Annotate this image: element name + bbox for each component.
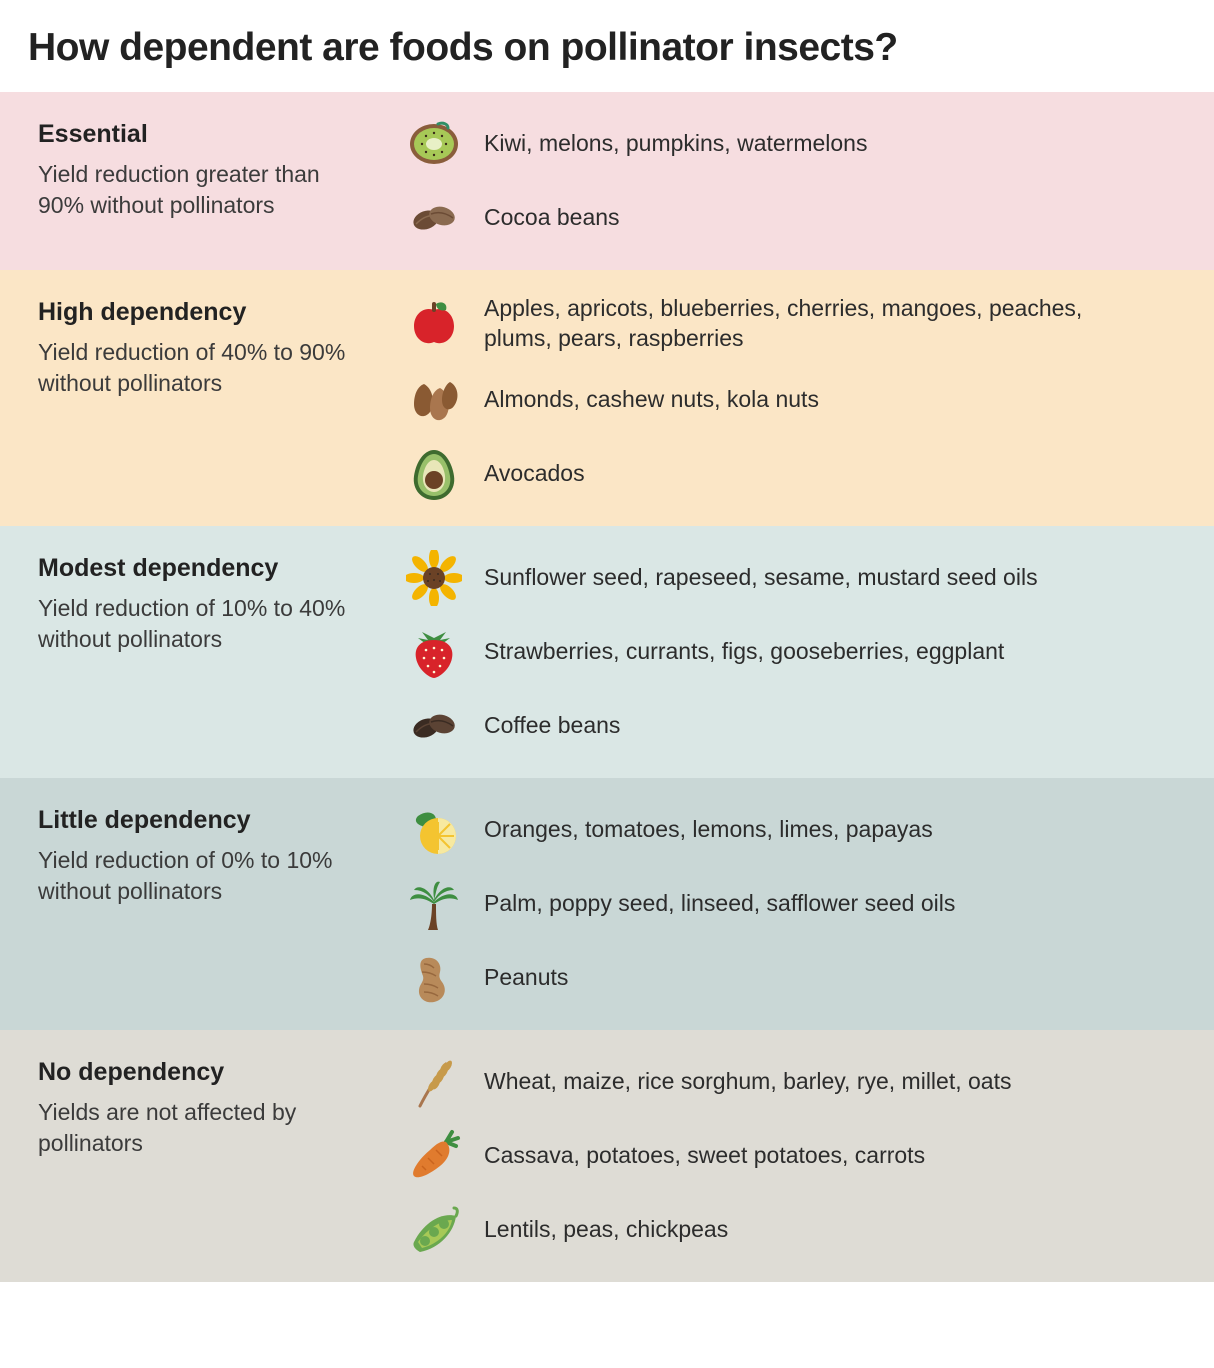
- category-header: Little dependency Yield reduction of 0% t…: [38, 802, 406, 1006]
- food-text: Coffee beans: [484, 711, 620, 741]
- carrot-icon: [406, 1128, 462, 1184]
- food-text: Apples, apricots, blueberries, cherries,…: [484, 294, 1124, 354]
- category-none: No dependency Yields are not affected by …: [0, 1030, 1214, 1282]
- food-row: Kiwi, melons, pumpkins, watermelons: [406, 116, 1186, 172]
- category-header: No dependency Yields are not affected by …: [38, 1054, 406, 1258]
- peanut-icon: [406, 950, 462, 1006]
- food-text: Wheat, maize, rice sorghum, barley, rye,…: [484, 1067, 1011, 1097]
- pea-icon: [406, 1202, 462, 1258]
- category-foods: Wheat, maize, rice sorghum, barley, rye,…: [406, 1054, 1186, 1258]
- food-row: Cassava, potatoes, sweet potatoes, carro…: [406, 1128, 1186, 1184]
- infographic-root: How dependent are foods on pollinator in…: [0, 0, 1214, 1282]
- food-row: Strawberries, currants, figs, gooseberri…: [406, 624, 1186, 680]
- food-text: Kiwi, melons, pumpkins, watermelons: [484, 129, 867, 159]
- food-row: Lentils, peas, chickpeas: [406, 1202, 1186, 1258]
- category-subtitle: Yield reduction of 10% to 40% without po…: [38, 593, 368, 655]
- food-text: Oranges, tomatoes, lemons, limes, papaya…: [484, 815, 933, 845]
- palm-icon: [406, 876, 462, 932]
- kiwi-icon: [406, 116, 462, 172]
- food-row: Cocoa beans: [406, 190, 1186, 246]
- food-text: Peanuts: [484, 963, 568, 993]
- category-title: High dependency: [38, 298, 406, 327]
- category-title: Modest dependency: [38, 554, 406, 583]
- page-title: How dependent are foods on pollinator in…: [0, 0, 1214, 92]
- food-row: Sunflower seed, rapeseed, sesame, mustar…: [406, 550, 1186, 606]
- category-subtitle: Yield reduction of 0% to 10% without pol…: [38, 845, 368, 907]
- food-text: Palm, poppy seed, linseed, safflower see…: [484, 889, 955, 919]
- food-text: Strawberries, currants, figs, gooseberri…: [484, 637, 1004, 667]
- sunflower-icon: [406, 550, 462, 606]
- category-header: Modest dependency Yield reduction of 10% …: [38, 550, 406, 754]
- category-title: Little dependency: [38, 806, 406, 835]
- category-high: High dependency Yield reduction of 40% to…: [0, 270, 1214, 526]
- category-title: No dependency: [38, 1058, 406, 1087]
- almond-icon: [406, 372, 462, 428]
- lemon-icon: [406, 802, 462, 858]
- food-row: Coffee beans: [406, 698, 1186, 754]
- coffee-icon: [406, 698, 462, 754]
- food-row: Apples, apricots, blueberries, cherries,…: [406, 294, 1186, 354]
- category-modest: Modest dependency Yield reduction of 10% …: [0, 526, 1214, 778]
- category-header: Essential Yield reduction greater than 90…: [38, 116, 406, 246]
- category-essential: Essential Yield reduction greater than 90…: [0, 92, 1214, 270]
- cocoa-icon: [406, 190, 462, 246]
- category-foods: Oranges, tomatoes, lemons, limes, papaya…: [406, 802, 1186, 1006]
- category-foods: Apples, apricots, blueberries, cherries,…: [406, 294, 1186, 502]
- strawberry-icon: [406, 624, 462, 680]
- category-subtitle: Yield reduction greater than 90% without…: [38, 159, 368, 221]
- food-text: Sunflower seed, rapeseed, sesame, mustar…: [484, 563, 1038, 593]
- category-header: High dependency Yield reduction of 40% to…: [38, 294, 406, 502]
- food-row: Almonds, cashew nuts, kola nuts: [406, 372, 1186, 428]
- category-subtitle: Yields are not affected by pollinators: [38, 1097, 368, 1159]
- food-row: Avocados: [406, 446, 1186, 502]
- food-row: Palm, poppy seed, linseed, safflower see…: [406, 876, 1186, 932]
- category-foods: Kiwi, melons, pumpkins, watermelons Cocoa…: [406, 116, 1186, 246]
- category-title: Essential: [38, 120, 406, 149]
- avocado-icon: [406, 446, 462, 502]
- food-text: Almonds, cashew nuts, kola nuts: [484, 385, 819, 415]
- apple-icon: [406, 296, 462, 352]
- food-text: Cocoa beans: [484, 203, 620, 233]
- category-subtitle: Yield reduction of 40% to 90% without po…: [38, 337, 368, 399]
- food-row: Oranges, tomatoes, lemons, limes, papaya…: [406, 802, 1186, 858]
- wheat-icon: [406, 1054, 462, 1110]
- food-text: Cassava, potatoes, sweet potatoes, carro…: [484, 1141, 925, 1171]
- food-row: Peanuts: [406, 950, 1186, 1006]
- food-row: Wheat, maize, rice sorghum, barley, rye,…: [406, 1054, 1186, 1110]
- food-text: Avocados: [484, 459, 585, 489]
- category-little: Little dependency Yield reduction of 0% t…: [0, 778, 1214, 1030]
- category-list: Essential Yield reduction greater than 90…: [0, 92, 1214, 1282]
- category-foods: Sunflower seed, rapeseed, sesame, mustar…: [406, 550, 1186, 754]
- food-text: Lentils, peas, chickpeas: [484, 1215, 728, 1245]
